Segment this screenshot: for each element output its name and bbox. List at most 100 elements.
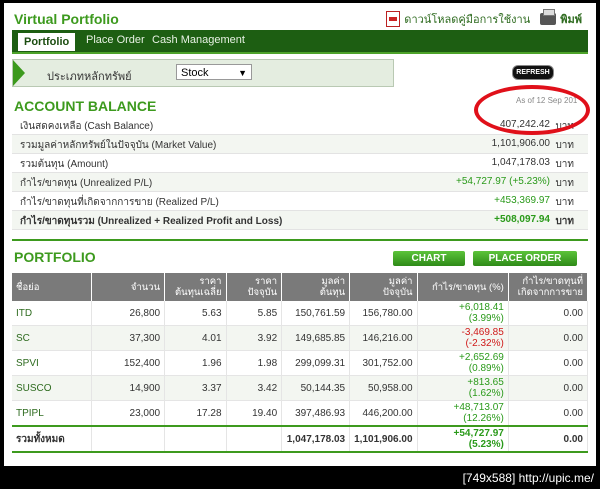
chart-button[interactable]: CHART xyxy=(393,251,465,266)
realized-pl-cell: 0.00 xyxy=(508,325,589,351)
header-realized-pl[interactable]: กำไร/ขาดทุนที่ เกิดจากการขาย xyxy=(508,273,589,301)
security-type-select[interactable]: Stock ▼ xyxy=(176,64,252,80)
volume-cell: 23,000 xyxy=(91,400,166,427)
tab-portfolio[interactable]: Portfolio xyxy=(18,33,76,51)
top-links: ดาวน์โหลดคู่มือการใช้งาน พิมพ์ xyxy=(386,9,582,28)
balance-unit: บาท xyxy=(555,216,574,227)
volume-cell: 26,800 xyxy=(91,301,166,326)
balance-row-market-value: รวมมูลค่าหลักทรัพย์ในปัจจุบัน (Market Va… xyxy=(12,135,588,154)
account-balance-list: เงินสดคงเหลือ (Cash Balance) 407,242.42 … xyxy=(12,116,588,230)
unrealized-pl-cell: -3,469.85 (-2.32%) xyxy=(417,325,509,351)
price-cell: 19.40 xyxy=(226,400,283,427)
printer-icon xyxy=(540,9,557,25)
avg-cost-cell: 5.63 xyxy=(164,301,227,326)
price-cell: 3.92 xyxy=(226,325,283,351)
cost-value-cell: 50,144.35 xyxy=(281,375,351,401)
table-row: SPVI 152,400 1.96 1.98 299,099.31 301,75… xyxy=(12,350,589,376)
price-cell: 1.98 xyxy=(226,350,283,376)
unrealized-pl-cell: +48,713.07 (12.26%) xyxy=(417,400,509,427)
avg-cost-cell: 4.01 xyxy=(164,325,227,351)
symbol-cell[interactable]: SPVI xyxy=(12,350,92,376)
balance-label: กำไร/ขาดทุนที่เกิดจากการขาย (Realized P/… xyxy=(20,197,219,208)
cost-value-cell: 397,486.93 xyxy=(281,400,351,427)
highlight-circle xyxy=(474,85,590,135)
section-divider xyxy=(12,239,588,241)
header-price[interactable]: ราคา ปัจจุบัน xyxy=(226,273,283,301)
market-value-cell: 50,958.00 xyxy=(349,375,418,401)
chevron-down-icon: ▼ xyxy=(238,68,247,78)
cost-value-cell: 299,099.31 xyxy=(281,350,351,376)
security-type-label: ประเภทหลักทรัพย์ xyxy=(47,71,132,83)
balance-row-unrealized: กำไร/ขาดทุน (Unrealized P/L) +54,727.97 … xyxy=(12,173,588,192)
price-cell: 5.85 xyxy=(226,301,283,326)
total-unrealized-pl: +54,727.97 (5.23%) xyxy=(417,425,509,453)
header-cost-value[interactable]: มูลค่า ต้นทุน xyxy=(281,273,351,301)
unrealized-pl-cell: +813.65 (1.62%) xyxy=(417,375,509,401)
realized-pl-cell: 0.00 xyxy=(508,350,589,376)
refresh-button[interactable]: REFRESH xyxy=(512,65,554,80)
market-value-cell: 446,200.00 xyxy=(349,400,418,427)
volume-cell: 14,900 xyxy=(91,375,166,401)
symbol-cell[interactable]: SUSCO xyxy=(12,375,92,401)
balance-unit: บาท xyxy=(555,159,574,170)
balance-row-amount: รวมต้นทุน (Amount) 1,047,178.03 บาท xyxy=(12,154,588,173)
realized-pl-cell: 0.00 xyxy=(508,301,589,326)
unrealized-pl-cell: +6,018.41 (3.99%) xyxy=(417,301,509,326)
manual-download-link[interactable]: ดาวน์โหลดคู่มือการใช้งาน xyxy=(386,10,530,28)
main-tabs: Portfolio Place Order Cash Management xyxy=(12,30,588,54)
total-realized-pl: 0.00 xyxy=(508,425,589,453)
arrow-marker-icon xyxy=(13,60,25,86)
table-row: SUSCO 14,900 3.37 3.42 50,144.35 50,958.… xyxy=(12,375,589,401)
app-title: Virtual Portfolio xyxy=(14,11,119,27)
symbol-cell[interactable]: TPIPL xyxy=(12,400,92,427)
total-market-value: 1,101,906.00 xyxy=(349,425,418,453)
total-cost-value: 1,047,178.03 xyxy=(281,425,351,453)
market-value-cell: 156,780.00 xyxy=(349,301,418,326)
manual-download-label: ดาวน์โหลดคู่มือการใช้งาน xyxy=(404,14,531,26)
balance-value: 1,047,178.03 xyxy=(491,157,550,168)
header-avg-cost[interactable]: ราคา ต้นทุนเฉลี่ย xyxy=(164,273,227,301)
table-total-row: รวมทั้งหมด 1,047,178.03 1,101,906.00 +54… xyxy=(12,425,589,453)
header-unrealized-pl[interactable]: กำไร/ขาดทุน (%) xyxy=(417,273,509,301)
unrealized-pl-cell: +2,652.69 (0.89%) xyxy=(417,350,509,376)
table-row: SC 37,300 4.01 3.92 149,685.85 146,216.0… xyxy=(12,325,589,351)
cost-value-cell: 149,685.85 xyxy=(281,325,351,351)
pdf-icon xyxy=(386,11,401,27)
total-label: รวมทั้งหมด xyxy=(12,425,92,453)
tab-place-order[interactable]: Place Order xyxy=(86,34,145,46)
account-balance-title: ACCOUNT BALANCE xyxy=(14,98,157,114)
print-label: พิมพ์ xyxy=(560,14,582,26)
avg-cost-cell: 3.37 xyxy=(164,375,227,401)
table-header-row: ชื่อย่อ จำนวน ราคา ต้นทุนเฉลี่ย ราคา ปัจจุ… xyxy=(12,273,589,301)
balance-row-total-pl: กำไร/ขาดทุนรวม (Unrealized + Realized Pr… xyxy=(12,211,588,230)
cost-value-cell: 150,761.59 xyxy=(281,301,351,326)
header-volume[interactable]: จำนวน xyxy=(91,273,166,301)
market-value-cell: 146,216.00 xyxy=(349,325,418,351)
header-market-value[interactable]: มูลค่า ปัจจุบัน xyxy=(349,273,418,301)
volume-cell: 152,400 xyxy=(91,350,166,376)
header-symbol[interactable]: ชื่อย่อ xyxy=(12,273,92,301)
security-type-value: Stock xyxy=(181,67,209,79)
place-order-button[interactable]: PLACE ORDER xyxy=(473,251,577,266)
avg-cost-cell: 17.28 xyxy=(164,400,227,427)
balance-value: +54,727.97 (+5.23%) xyxy=(456,176,550,187)
print-link[interactable]: พิมพ์ xyxy=(540,9,582,28)
balance-label: รวมมูลค่าหลักทรัพย์ในปัจจุบัน (Market Va… xyxy=(20,140,217,151)
volume-cell: 37,300 xyxy=(91,325,166,351)
portfolio-title: PORTFOLIO xyxy=(14,249,96,265)
balance-value: +453,369.97 xyxy=(494,195,550,206)
table-row: ITD 26,800 5.63 5.85 150,761.59 156,780.… xyxy=(12,301,589,326)
avg-cost-cell: 1.96 xyxy=(164,350,227,376)
symbol-cell[interactable]: SC xyxy=(12,325,92,351)
security-type-filter: ประเภทหลักทรัพย์ Stock ▼ xyxy=(12,59,394,87)
table-row: TPIPL 23,000 17.28 19.40 397,486.93 446,… xyxy=(12,400,589,427)
tab-cash-management[interactable]: Cash Management xyxy=(152,34,245,46)
realized-pl-cell: 0.00 xyxy=(508,400,589,427)
balance-row-realized: กำไร/ขาดทุนที่เกิดจากการขาย (Realized P/… xyxy=(12,192,588,211)
portfolio-table: ชื่อย่อ จำนวน ราคา ต้นทุนเฉลี่ย ราคา ปัจจุ… xyxy=(12,273,589,453)
balance-label: รวมต้นทุน (Amount) xyxy=(20,159,109,170)
symbol-cell[interactable]: ITD xyxy=(12,301,92,326)
balance-unit: บาท xyxy=(555,197,574,208)
balance-label: เงินสดคงเหลือ (Cash Balance) xyxy=(20,121,154,132)
balance-unit: บาท xyxy=(555,178,574,189)
